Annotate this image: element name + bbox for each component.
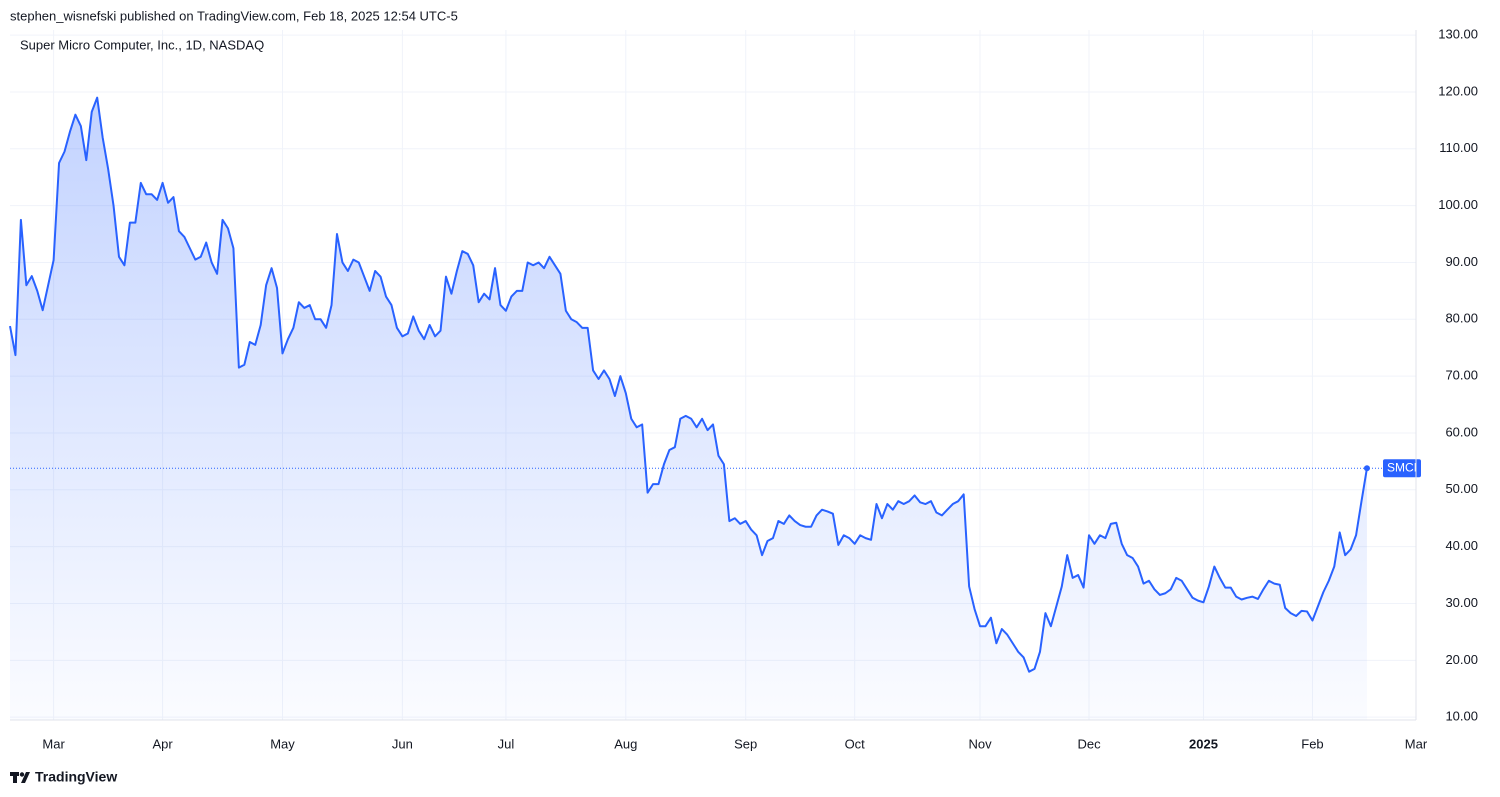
symbol-label: SMCI bbox=[1387, 460, 1417, 474]
x-tick-label: May bbox=[270, 736, 295, 751]
publisher-header: stephen_wisnefski published on TradingVi… bbox=[10, 8, 458, 23]
area-fill bbox=[10, 97, 1367, 720]
x-tick-label: Nov bbox=[968, 736, 992, 751]
x-tick-label: Aug bbox=[614, 736, 637, 751]
y-tick-label: 60.00 bbox=[1445, 424, 1478, 439]
price-line bbox=[9, 96, 1368, 673]
symbol-badge bbox=[1383, 459, 1421, 478]
y-tick-label: 110.00 bbox=[1439, 140, 1478, 155]
y-tick-label: 30.00 bbox=[1445, 595, 1478, 610]
y-tick-label: 10.00 bbox=[1445, 709, 1478, 724]
x-tick-label: Jun bbox=[392, 736, 413, 751]
x-tick-label: Mar bbox=[1405, 736, 1428, 751]
x-tick-label: 2025 bbox=[1189, 736, 1218, 751]
x-tick-label: Apr bbox=[152, 736, 173, 751]
x-tick-label: Mar bbox=[42, 736, 65, 751]
y-tick-label: 40.00 bbox=[1445, 538, 1478, 553]
x-tick-label: Feb bbox=[1301, 736, 1323, 751]
y-tick-label: 90.00 bbox=[1445, 254, 1478, 269]
x-tick-label: Oct bbox=[845, 736, 866, 751]
x-tick-label: Jul bbox=[498, 736, 515, 751]
brand-name: TradingView bbox=[35, 769, 117, 785]
y-tick-label: 80.00 bbox=[1445, 311, 1478, 326]
y-tick-label: 130.00 bbox=[1438, 27, 1478, 42]
y-tick-label: 120.00 bbox=[1438, 83, 1478, 98]
y-tick-label: 70.00 bbox=[1445, 368, 1478, 383]
y-tick-label: 50.00 bbox=[1445, 481, 1478, 496]
plot: SMCI bbox=[9, 96, 1421, 720]
x-tick-label: Sep bbox=[734, 736, 757, 751]
chart-title: Super Micro Computer, Inc., 1D, NASDAQ bbox=[20, 37, 264, 52]
last-price-dot bbox=[1363, 465, 1370, 472]
y-tick-label: 20.00 bbox=[1445, 652, 1478, 667]
brand-logo bbox=[10, 772, 30, 783]
y-tick-label: 100.00 bbox=[1438, 197, 1478, 212]
x-tick-label: Dec bbox=[1077, 736, 1101, 751]
